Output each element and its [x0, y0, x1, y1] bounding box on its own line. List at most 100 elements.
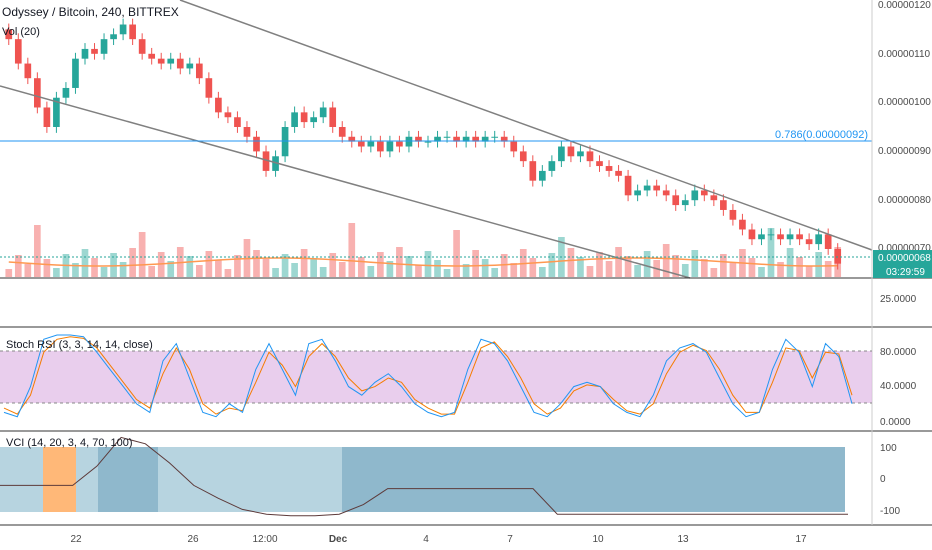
candle-body	[672, 195, 680, 206]
candle-body	[319, 107, 327, 118]
volume-bar	[186, 256, 194, 277]
candle-body	[357, 141, 365, 147]
candle-body	[596, 161, 603, 167]
vci-line	[0, 436, 848, 517]
volume-bar	[767, 228, 775, 277]
volume-bar	[72, 263, 79, 277]
candle-body	[405, 136, 413, 147]
volume-bar	[634, 265, 641, 277]
price-tick: 0.00000080	[878, 195, 931, 206]
candle-body	[377, 141, 384, 152]
time-tick: 12:00	[252, 534, 277, 545]
candle-body	[14, 39, 22, 64]
candle-body	[243, 127, 251, 137]
volume-bar	[215, 260, 222, 277]
candle-body	[681, 200, 689, 206]
candle-body	[148, 53, 156, 59]
candle-body	[434, 136, 441, 142]
lower-trend-line[interactable]	[0, 85, 691, 279]
time-tick: 17	[795, 534, 807, 545]
volume-bar	[367, 266, 375, 277]
candle-body	[824, 234, 832, 249]
vci-bg-dark	[98, 447, 158, 512]
candle-body	[548, 161, 556, 171]
candle-body	[586, 151, 594, 162]
candle-body	[424, 141, 432, 143]
candle-body	[300, 112, 308, 123]
time-axis[interactable]: 22 26 12:00 Dec 4 7 10 13 17	[70, 534, 807, 545]
volume-bar	[662, 244, 670, 277]
candle-body	[796, 234, 803, 240]
volume-bar	[5, 269, 13, 277]
candle-body	[453, 136, 460, 142]
volume-bar	[824, 261, 832, 277]
candle-body	[834, 249, 842, 264]
candle-body	[643, 185, 651, 191]
volume-bar	[262, 259, 270, 277]
volume-bar	[386, 261, 394, 277]
candle-body	[539, 170, 546, 181]
candle-body	[634, 190, 641, 196]
volume-bar	[624, 256, 632, 277]
volume-bar	[453, 230, 460, 277]
current-price-text: 0.00000068	[878, 253, 931, 264]
candle-body	[215, 97, 222, 113]
volume-bar	[119, 262, 127, 277]
volume-bar	[300, 249, 308, 277]
volume-bar	[796, 257, 803, 277]
volume-bar	[605, 261, 613, 277]
volume-bar	[148, 266, 156, 277]
volume-bar	[14, 255, 22, 277]
volume-bar	[24, 264, 32, 277]
volume-bar	[567, 248, 575, 277]
candle-body	[138, 39, 146, 54]
time-tick: 4	[423, 534, 429, 545]
time-tick: 7	[507, 534, 513, 545]
upper-trend-line[interactable]	[179, 0, 873, 251]
volume-bar	[310, 258, 317, 277]
candle-body	[624, 175, 632, 196]
stoch-tick: 40.0000	[880, 381, 917, 392]
vci-tick: 0	[880, 474, 886, 485]
volume-bar	[53, 268, 60, 277]
price-tick: 0.00000120	[878, 0, 931, 11]
volume-bar	[472, 250, 479, 277]
volume-bar	[110, 253, 117, 277]
volume-bar	[805, 266, 813, 277]
fib-level-label: 0.786(0.00000092)	[775, 129, 868, 141]
volume-bar	[710, 268, 718, 277]
candle-body	[777, 234, 784, 240]
candle-body	[91, 48, 98, 54]
price-pane[interactable]: 0.786(0.00000092)	[0, 0, 873, 279]
price-axis[interactable]: 0.00000120 0.00000110 0.00000100 0.00000…	[873, 0, 932, 278]
volume-ma-line	[8, 257, 838, 267]
volume-bar	[786, 248, 794, 277]
volume-bar	[434, 260, 441, 277]
volume-bar	[253, 250, 260, 277]
volume-bar	[348, 223, 356, 277]
volume-bar	[329, 253, 337, 277]
price-tick: 0.00000070	[878, 243, 931, 254]
candle-body	[815, 234, 822, 245]
candle-body	[5, 29, 13, 40]
volume-bar	[205, 251, 213, 277]
stoch-d-line	[3, 336, 853, 415]
volume-bar	[81, 249, 89, 277]
candle-body	[291, 112, 298, 127]
volume-bar	[34, 225, 41, 277]
volume-bar	[167, 261, 175, 277]
candle-body	[577, 151, 584, 157]
vci-pane[interactable]: VCI (14, 20, 3, 4, 70, 100) 100 0 -100	[0, 436, 900, 517]
stoch-rsi-pane[interactable]: Stoch RSI (3, 3, 14, 14, close) 80.0000 …	[0, 334, 917, 428]
candle-body	[805, 239, 813, 245]
candle-body	[748, 229, 756, 240]
candle-body	[176, 58, 184, 69]
volume-bar	[681, 264, 689, 277]
volume-bar	[129, 248, 136, 277]
candlestick-series	[5, 18, 842, 270]
candle-body	[386, 141, 394, 152]
candle-body	[567, 146, 575, 157]
candle-body	[720, 200, 727, 210]
volume-bar	[424, 251, 432, 277]
